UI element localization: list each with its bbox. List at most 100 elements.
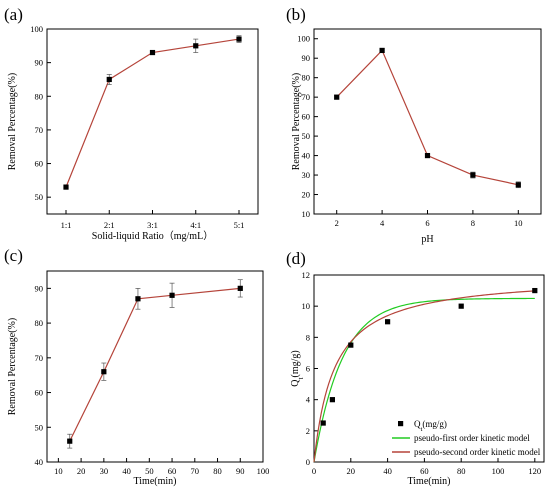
y-tick-label: 90 [35,58,44,68]
y-tick-label: 20 [302,190,311,200]
chart-panel-3: (c) 40 50 60 70 80 90 10 20 30 40 50 60 70 80 90 100 Time… [4,246,269,487]
y-tick-label: 50 [35,422,44,432]
x-tick-label: 10 [514,218,523,228]
y-axis-label: Removal Percentage(%) [291,73,302,170]
y-tick-label: 100 [297,34,310,44]
chart-panel-2: (b) 10 20 30 40 50 60 70 80 90 100 2 4 6 8 10 pH Removal … [286,5,542,245]
data-point [320,420,326,426]
data-point [237,285,243,291]
x-tick-label: 60 [420,466,429,476]
y-tick-label: 80 [35,318,44,328]
x-tick-label: 10 [54,466,63,476]
x-tick-label: 30 [100,466,109,476]
data-point [532,287,538,294]
series-line [336,49,519,186]
y-tick-label: 40 [35,457,44,467]
x-tick-label: 90 [236,466,245,476]
plot-frame [313,28,542,215]
x-tick-label: 40 [383,466,392,476]
panel-label: (b) [286,5,306,24]
model-curve-pso [313,290,535,463]
data-point [67,438,73,444]
x-axis-label: Time(min) [408,476,451,487]
data-point [63,184,69,190]
y-tick-label: 50 [302,131,311,141]
x-tick-label: 80 [213,466,222,476]
x-tick-label: 60 [168,466,177,476]
y-axis-label: Removal Percentage(%) [7,318,18,415]
x-tick-label: 2:1 [104,220,115,230]
x-tick-label: 8 [471,218,475,228]
y-tick-label: 10 [302,301,311,311]
y-tick-label: 90 [35,283,44,293]
plot-frame [46,270,264,463]
data-point [106,76,112,83]
y-tick-label: 90 [302,53,311,63]
y-tick-label: 50 [35,192,44,202]
x-tick-label: 120 [528,466,541,476]
y-tick-label: 2 [306,426,310,436]
data-point [424,152,431,159]
x-axis-label: pH [421,234,433,245]
data-point [470,172,476,178]
panel-label: (a) [4,5,23,24]
legend-label: pseudo-second order kinetic model [414,447,541,457]
y-tick-label: 80 [302,73,311,83]
y-tick-label: 70 [35,125,44,135]
data-point [236,36,242,42]
series-line [69,287,241,442]
y-tick-label: 12 [302,270,311,280]
x-axis-label: Time(min) [134,476,177,487]
data-point [135,296,141,302]
legend: Qt(mg/g)pseudo-first order kinetic model… [392,419,541,457]
x-tick-label: 2 [335,218,339,228]
data-point [379,47,385,54]
x-tick-label: 20 [347,466,356,476]
y-tick-label: 60 [35,388,44,398]
data-point [101,369,107,375]
data-point [348,342,354,348]
legend-marker [398,421,404,427]
x-tick-label: 4:1 [190,220,201,230]
x-tick-label: 100 [257,466,270,476]
data-point [193,43,199,49]
panel-label: (d) [286,249,306,268]
chart-panel-1: (a) 50 60 70 80 90 100 1:1 2:1 3:1 4:1 5:1 Solid-liq… [4,5,259,242]
x-tick-label: 80 [457,466,466,476]
y-axis-label: Qt(mg/g) [290,350,305,387]
x-axis-label: Solid-liquid Ratio（mg/mL） [92,230,213,242]
x-tick-label: 5:1 [234,220,245,230]
x-tick-label: 20 [77,466,86,476]
y-tick-label: 100 [30,24,43,34]
plot-frame [46,28,259,215]
y-tick-label: 60 [302,112,311,122]
x-tick-label: 4 [380,218,385,228]
data-point [334,94,340,100]
x-tick-label: 0 [312,466,316,476]
x-tick-label: 40 [122,466,131,476]
y-tick-label: 0 [306,457,310,467]
y-tick-label: 10 [302,209,311,219]
data-point [385,319,391,325]
x-tick-label: 50 [145,466,154,476]
y-tick-label: 6 [306,364,310,374]
x-tick-label: 3:1 [147,220,158,230]
y-tick-label: 60 [35,159,44,169]
x-tick-label: 100 [492,466,505,476]
data-point [515,182,521,188]
y-tick-label: 40 [302,151,311,161]
legend-label: Qt(mg/g) [414,419,447,433]
y-tick-label: 8 [306,332,310,342]
y-tick-label: 70 [302,92,311,102]
x-tick-label: 6 [425,218,429,228]
x-tick-label: 1:1 [61,220,72,230]
data-point [329,397,335,403]
legend-label: pseudo-first order kinetic model [414,433,530,443]
data-point [149,49,156,56]
series-line [65,38,240,188]
y-tick-label: 4 [306,395,311,405]
data-point [169,292,175,298]
y-tick-label: 30 [302,170,311,180]
